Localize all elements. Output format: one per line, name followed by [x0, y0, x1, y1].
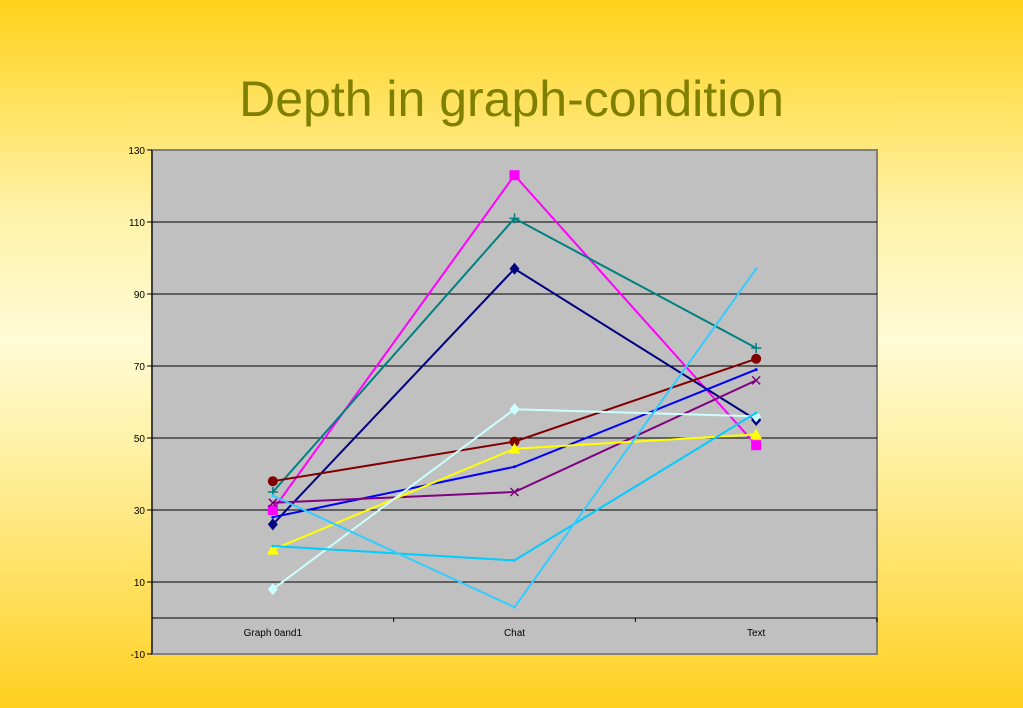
data-point-x	[509, 487, 520, 497]
y-tick-label: 70	[134, 362, 146, 373]
data-point-diamond	[509, 403, 520, 416]
y-tick-label: 130	[128, 146, 145, 157]
data-point	[754, 368, 758, 372]
data-point	[513, 605, 516, 609]
data-point-diamond	[267, 583, 278, 596]
data-point-diamond	[509, 262, 520, 275]
chart-title: Depth in graph-condition	[239, 71, 784, 127]
data-point-plus	[751, 343, 762, 353]
data-point-triangle	[266, 543, 279, 555]
x-tick-label: Chat	[504, 628, 525, 639]
plot-area	[151, 149, 878, 655]
y-tick-label: 50	[134, 434, 146, 445]
x-tick-label: Text	[747, 628, 766, 639]
data-point	[271, 544, 275, 548]
data-point-circle	[509, 436, 520, 447]
x-tick-label: Graph 0and1	[244, 628, 303, 639]
data-point-diamond	[267, 518, 278, 531]
y-tick-label: 30	[134, 506, 146, 517]
data-point	[271, 494, 275, 498]
y-tick-label: -10	[131, 650, 146, 661]
data-point	[754, 411, 758, 415]
data-point	[513, 558, 516, 562]
y-tick-label: 10	[134, 578, 146, 589]
data-point-triangle	[508, 442, 521, 454]
data-point	[513, 465, 516, 469]
data-point	[271, 515, 275, 519]
data-point-square	[509, 170, 520, 181]
data-point-plus	[509, 213, 520, 224]
data-point-square	[751, 440, 762, 451]
data-point-x	[751, 375, 761, 385]
data-point	[754, 267, 758, 271]
data-point-triangle	[750, 428, 763, 440]
data-point-circle	[751, 353, 762, 364]
y-tick-label: 90	[134, 290, 146, 301]
y-tick-label: 110	[129, 218, 145, 229]
data-point-circle	[267, 476, 278, 487]
data-point-square	[267, 505, 278, 515]
data-point-x	[268, 498, 278, 508]
